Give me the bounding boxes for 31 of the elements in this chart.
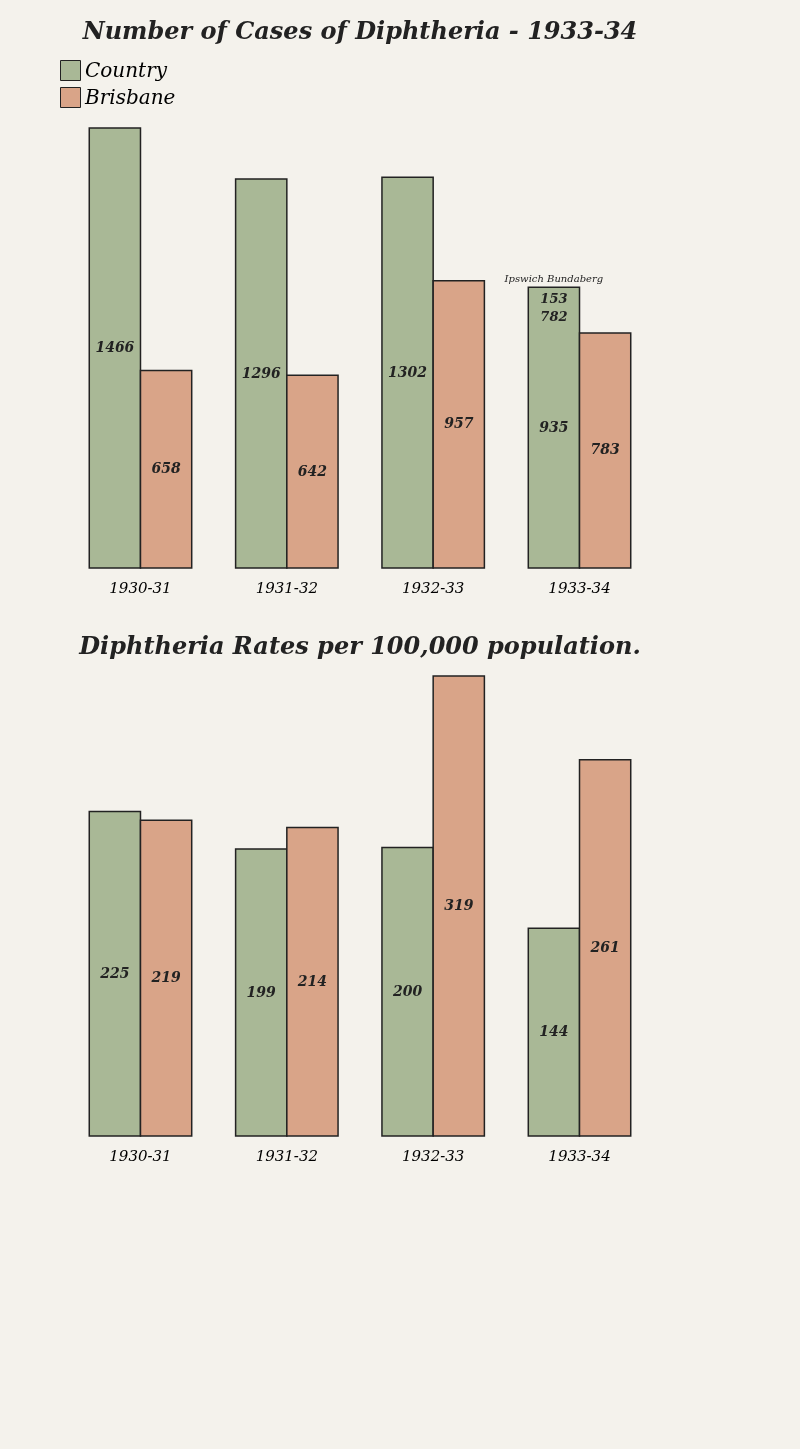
legend-label: Country bbox=[85, 57, 168, 82]
annotation: 782 bbox=[540, 309, 568, 325]
data-label: 1302 bbox=[388, 363, 428, 380]
data-label: 1466 bbox=[95, 339, 135, 355]
data-label: 1296 bbox=[241, 364, 281, 381]
data-label: 214 bbox=[296, 972, 328, 989]
data-label: 144 bbox=[539, 1023, 569, 1040]
legend-label: Brisbane bbox=[84, 84, 176, 109]
chart-title: Diphtheria Rates per 100,000 population. bbox=[78, 631, 641, 661]
data-label: 319 bbox=[444, 897, 474, 913]
x-tick-label: 1933-34 bbox=[548, 578, 611, 597]
data-label: 957 bbox=[444, 415, 474, 432]
data-label: 642 bbox=[297, 462, 328, 479]
x-tick-label: 1931-32 bbox=[255, 578, 318, 597]
x-tick-label: 1930-31 bbox=[109, 578, 172, 597]
chart-title: Number of Cases of Diphtheria - 1933-34 bbox=[81, 16, 638, 45]
data-label: 935 bbox=[539, 418, 569, 435]
data-label: 225 bbox=[99, 964, 130, 981]
data-label: 261 bbox=[589, 938, 620, 955]
x-tick-label: 1933-34 bbox=[548, 1146, 611, 1165]
x-tick-label: 1931-32 bbox=[255, 1146, 318, 1165]
annotation: Ipswich Bundaberg bbox=[503, 273, 604, 285]
annotation: 153 bbox=[540, 291, 568, 307]
data-label: 199 bbox=[246, 983, 277, 1000]
data-label: 219 bbox=[150, 969, 181, 986]
x-tick-label: 1930-31 bbox=[109, 1146, 172, 1165]
x-tick-label: 1932-33 bbox=[402, 578, 465, 597]
data-label: 200 bbox=[391, 982, 423, 999]
data-label: 783 bbox=[590, 441, 620, 458]
x-tick-label: 1932-33 bbox=[402, 1146, 465, 1165]
data-label: 658 bbox=[151, 460, 181, 477]
